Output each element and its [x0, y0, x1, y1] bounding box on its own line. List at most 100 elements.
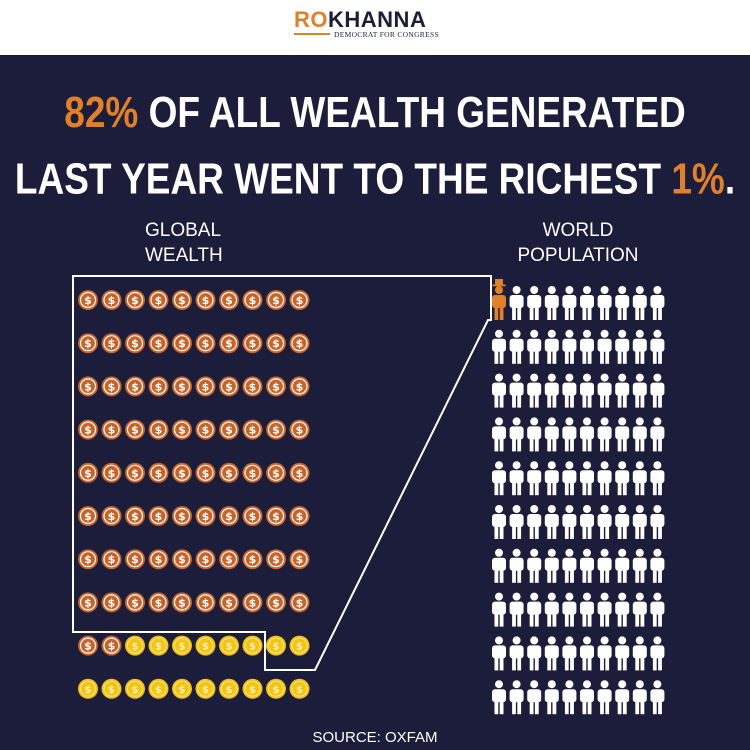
person-icon [492, 592, 506, 627]
svg-text:$: $ [296, 510, 304, 523]
svg-text:$: $ [273, 685, 280, 696]
svg-text:$: $ [226, 685, 233, 696]
rich-wealth-coin-icon: $ [266, 376, 286, 397]
svg-text:$: $ [225, 294, 233, 307]
person-icon [509, 373, 524, 408]
svg-text:$: $ [202, 424, 210, 437]
person-icon [544, 373, 559, 408]
svg-text:$: $ [249, 642, 256, 653]
richest-person-icon [492, 279, 506, 320]
rich-wealth-coin-icon: $ [219, 549, 239, 570]
svg-text:$: $ [296, 380, 304, 393]
svg-text:$: $ [202, 467, 210, 480]
headline-line1-text: OF ALL WEALTH GENERATED [138, 88, 686, 137]
connector-outline [72, 275, 492, 671]
svg-text:$: $ [178, 337, 186, 350]
rich-wealth-coin-icon: $ [195, 506, 216, 526]
rich-wealth-coin-icon: $ [219, 462, 239, 483]
svg-text:$: $ [202, 510, 210, 523]
rich-wealth-coin-icon: $ [289, 506, 310, 526]
rich-wealth-coin-icon: $ [172, 592, 192, 613]
rich-wealth-coin-icon: $ [195, 592, 216, 613]
person-icon [509, 636, 524, 671]
person-icon [615, 505, 630, 539]
person-icon [597, 636, 612, 671]
person-icon [527, 373, 542, 408]
person-icon [527, 636, 542, 671]
rich-wealth-coin-icon: $ [148, 592, 169, 613]
rich-wealth-coin-icon: $ [266, 506, 286, 526]
person-icon [509, 680, 524, 715]
person-icon [650, 286, 665, 320]
remaining-wealth-coin-icon: $ [242, 678, 263, 699]
svg-text:$: $ [155, 510, 163, 523]
rich-wealth-coin-icon: $ [242, 419, 263, 440]
person-icon [509, 592, 524, 627]
person-icon [650, 548, 665, 583]
person-icon [492, 680, 506, 715]
rich-wealth-coin-icon: $ [125, 462, 145, 483]
rich-wealth-coin-icon: $ [101, 549, 122, 570]
svg-text:$: $ [273, 642, 280, 653]
rich-wealth-coin-icon: $ [242, 592, 263, 613]
svg-text:$: $ [225, 337, 233, 350]
person-icon [650, 373, 665, 408]
svg-text:$: $ [249, 553, 257, 566]
svg-text:$: $ [108, 640, 116, 653]
headline-line2-text: LAST YEAR WENT TO THE RICHEST [14, 154, 672, 203]
person-icon [527, 505, 542, 539]
person-icon [509, 417, 524, 452]
person-icon [632, 417, 647, 452]
person-icon [580, 329, 594, 364]
svg-text:$: $ [296, 337, 304, 350]
headline-82-percent: 82% [64, 88, 139, 137]
person-icon [544, 592, 559, 627]
header-bar: ROKHANNA DEMOCRAT FOR CONGRESS [0, 0, 750, 55]
person-icon [562, 592, 577, 627]
svg-text:$: $ [202, 685, 209, 696]
person-icon [650, 505, 665, 539]
remaining-wealth-coin-icon: $ [172, 678, 192, 699]
person-icon [650, 592, 665, 627]
person-icon [580, 373, 594, 408]
rich-wealth-coin-icon: $ [195, 462, 216, 483]
rich-wealth-coin-icon: $ [148, 376, 169, 397]
svg-text:$: $ [178, 424, 186, 437]
svg-text:$: $ [108, 337, 116, 350]
headline-1-percent: 1% [671, 154, 725, 203]
rich-wealth-coin-icon: $ [266, 419, 286, 440]
svg-text:$: $ [225, 596, 233, 609]
remaining-wealth-coin-icon: $ [148, 635, 169, 656]
svg-text:$: $ [249, 337, 257, 350]
rich-wealth-coin-icon: $ [289, 592, 310, 613]
remaining-wealth-coin-icon: $ [195, 635, 216, 656]
person-icon [650, 417, 665, 452]
person-icon [527, 548, 542, 583]
rich-wealth-coin-icon: $ [148, 290, 169, 310]
rich-wealth-coin-icon: $ [242, 506, 263, 526]
rich-wealth-coin-icon: $ [172, 290, 192, 310]
person-icon [632, 329, 647, 364]
rich-wealth-coin-icon: $ [289, 290, 310, 310]
rich-wealth-coin-icon: $ [266, 592, 286, 613]
rich-wealth-coin-icon: $ [242, 333, 263, 354]
person-icon [650, 680, 665, 715]
global-wealth-label: GLOBAL WEALTH [145, 220, 223, 266]
rich-wealth-coin-icon: $ [101, 419, 122, 440]
person-icon [632, 548, 647, 583]
svg-text:$: $ [272, 553, 280, 566]
svg-text:$: $ [202, 380, 210, 393]
person-icon [562, 373, 577, 408]
rich-wealth-coin-icon: $ [125, 376, 145, 397]
rich-wealth-coin-icon: $ [172, 462, 192, 483]
svg-text:$: $ [84, 337, 92, 350]
svg-text:$: $ [249, 596, 257, 609]
svg-text:$: $ [225, 467, 233, 480]
svg-text:$: $ [202, 642, 209, 653]
rich-wealth-coin-icon: $ [101, 290, 122, 310]
svg-text:$: $ [225, 424, 233, 437]
rich-wealth-coin-icon: $ [101, 635, 122, 656]
svg-text:$: $ [155, 424, 163, 437]
svg-text:$: $ [131, 553, 139, 566]
